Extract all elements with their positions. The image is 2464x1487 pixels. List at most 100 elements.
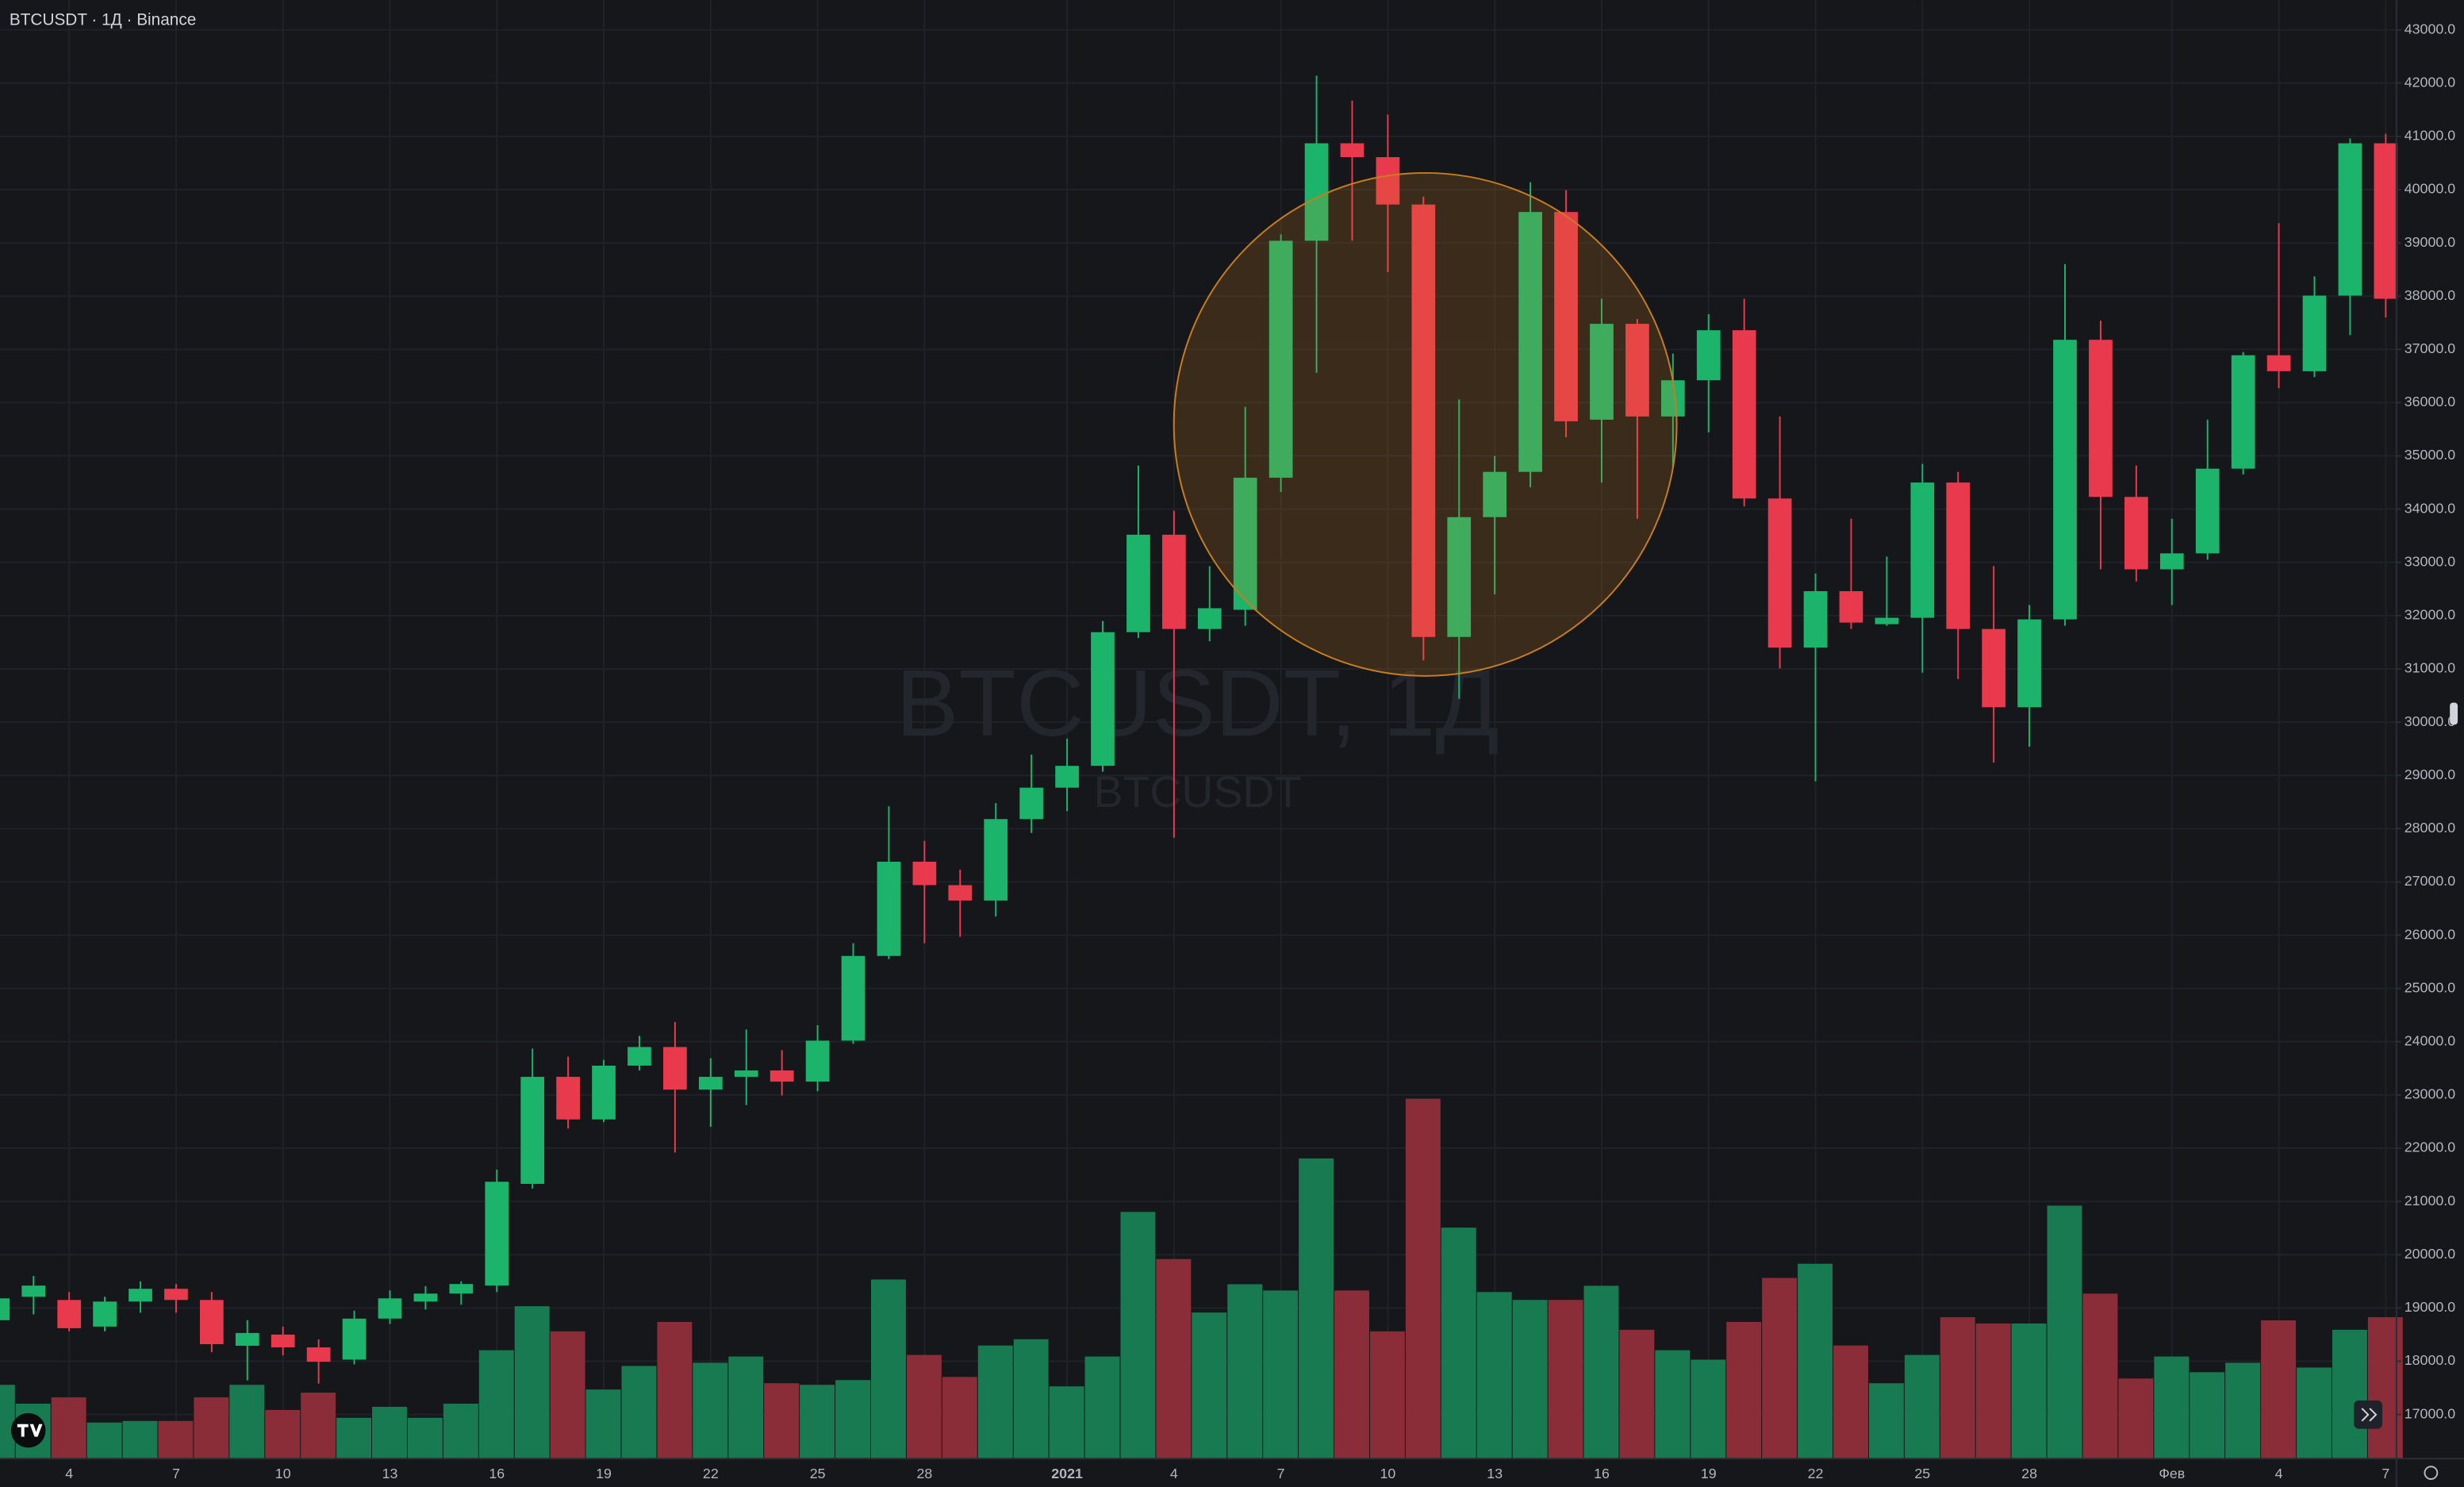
volume-bar xyxy=(1655,1350,1691,1459)
x-tick-label: 19 xyxy=(596,1466,612,1481)
volume-bar xyxy=(621,1366,657,1459)
candle-body xyxy=(1197,608,1222,629)
volume-bar xyxy=(2261,1320,2297,1459)
volume-bar xyxy=(1868,1383,1904,1459)
candle-body xyxy=(0,1298,10,1320)
candle-body xyxy=(2124,497,2148,570)
candle-body xyxy=(1982,628,2006,708)
scroll-icon xyxy=(2361,1408,2378,1422)
candle-body xyxy=(378,1298,402,1319)
candle-body xyxy=(21,1285,46,1297)
volume-bar xyxy=(1762,1278,1798,1459)
volume-bar xyxy=(1369,1331,1405,1459)
volume-bar xyxy=(1299,1158,1334,1459)
candle-body xyxy=(413,1293,438,1302)
volume-bar xyxy=(1798,1263,1833,1459)
candle-body xyxy=(1340,143,1364,158)
candle-body xyxy=(877,861,901,956)
volume-bar xyxy=(1904,1354,1940,1459)
volume-bar xyxy=(1691,1359,1726,1459)
candle-body xyxy=(1483,471,1507,517)
x-tick-label: Фев xyxy=(2159,1466,2185,1481)
volume-bar xyxy=(1084,1356,1120,1459)
candle-body xyxy=(2089,340,2113,498)
candle-body xyxy=(1839,591,1863,623)
x-tick-label: 22 xyxy=(703,1466,719,1481)
candle-body xyxy=(306,1347,331,1362)
y-tick-label: 21000.0 xyxy=(2405,1193,2455,1208)
candle-body xyxy=(1732,330,1756,499)
x-tick-label: 16 xyxy=(1594,1466,1610,1481)
candle-body xyxy=(164,1289,188,1301)
candle-body xyxy=(1767,498,1792,648)
candle-body xyxy=(1233,478,1257,610)
y-tick-label: 28000.0 xyxy=(2405,820,2455,836)
volume-bar xyxy=(1441,1228,1476,1459)
candle-body xyxy=(235,1332,259,1347)
volume-bar xyxy=(1940,1317,1975,1459)
candle-body xyxy=(2195,468,2220,554)
candle-body xyxy=(1625,324,1649,417)
x-tick-label: 10 xyxy=(1380,1466,1396,1481)
volume-bar xyxy=(478,1350,514,1459)
axis-handle[interactable] xyxy=(2450,702,2458,725)
y-tick-label: 31000.0 xyxy=(2405,660,2455,676)
candle-body xyxy=(1696,330,1721,381)
x-tick-label: 7 xyxy=(172,1466,180,1481)
candle-body xyxy=(805,1040,830,1082)
x-tick-label: 25 xyxy=(810,1466,826,1481)
candle-body xyxy=(1019,787,1044,820)
volume-bar xyxy=(1548,1300,1583,1459)
candle-body xyxy=(449,1284,474,1294)
candle-body xyxy=(556,1077,580,1120)
volume-bar xyxy=(1833,1345,1868,1459)
volume-bar xyxy=(1726,1321,1762,1459)
volume-bar xyxy=(301,1393,336,1459)
y-tick-label: 43000.0 xyxy=(2405,21,2455,37)
logo[interactable] xyxy=(10,1412,46,1448)
candle-body xyxy=(1304,143,1329,241)
y-tick-label: 29000.0 xyxy=(2405,767,2455,782)
candle-body xyxy=(1126,534,1150,632)
volume-bar xyxy=(2011,1323,2047,1459)
x-tick-label: 4 xyxy=(1170,1466,1178,1481)
y-tick-label: 22000.0 xyxy=(2405,1139,2455,1155)
candle-body xyxy=(1091,632,1115,767)
candle-body xyxy=(1554,212,1578,421)
volume-bar xyxy=(1192,1312,1227,1459)
x-tick-label: 28 xyxy=(2021,1466,2037,1481)
candle-body xyxy=(57,1300,82,1328)
candle-body xyxy=(1660,380,1685,417)
chart-title: BTCUSDT · 1Д · Binance xyxy=(10,10,196,29)
volume-bar xyxy=(835,1380,871,1459)
y-tick-label: 25000.0 xyxy=(2405,979,2455,995)
y-tick-label: 19000.0 xyxy=(2405,1299,2455,1315)
volume-bar xyxy=(2082,1293,2118,1459)
volume-bar xyxy=(1263,1290,1299,1459)
y-tick-label: 39000.0 xyxy=(2405,234,2455,250)
settings-button[interactable] xyxy=(2424,1466,2439,1481)
watermark: BTCUSDT, 1Д xyxy=(896,651,1499,756)
volume-bar xyxy=(906,1354,942,1459)
candle-body xyxy=(2338,143,2362,296)
volume-bar xyxy=(550,1331,585,1459)
volume-bar xyxy=(2225,1362,2261,1459)
x-tick-label: 25 xyxy=(1914,1466,1930,1481)
candle-body xyxy=(984,819,1008,901)
volume-bar xyxy=(1334,1290,1369,1459)
volume-bar xyxy=(2332,1329,2367,1459)
circle-annotation[interactable] xyxy=(1173,171,1678,677)
volume-bar xyxy=(158,1420,194,1459)
x-tick-label: 13 xyxy=(382,1466,398,1481)
volume-bar xyxy=(194,1397,229,1459)
x-tick-label: 7 xyxy=(2381,1466,2389,1481)
y-tick-label: 34000.0 xyxy=(2405,500,2455,516)
volume-bar xyxy=(2154,1356,2190,1459)
candle-body xyxy=(1447,517,1472,637)
x-tick-label: 4 xyxy=(2275,1466,2283,1481)
candle-body xyxy=(1590,324,1614,420)
volume-bar xyxy=(0,1385,15,1459)
candle-body xyxy=(2231,355,2255,469)
candle-body xyxy=(734,1070,758,1078)
